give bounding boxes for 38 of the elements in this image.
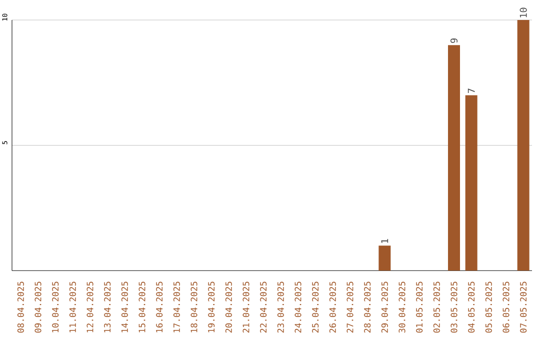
x-tick-label: 12.04.2025	[86, 282, 94, 332]
x-tick-label: 07.05.2025	[520, 282, 527, 333]
x-tick-label: 26.04.2025	[329, 282, 336, 333]
x-tick-label: 25.04.2025	[312, 282, 319, 333]
x-tick-label: 08.04.2025	[17, 282, 24, 333]
x-tick-label: 19.04.2025	[208, 282, 215, 332]
x-tick-label: 14.04.2025	[121, 282, 128, 332]
x-tick-label: 27.04.2025	[346, 282, 354, 333]
data-label: 9	[450, 38, 458, 43]
x-tick-label: 04.05.2025	[468, 282, 475, 333]
data-label: 10	[520, 8, 527, 18]
x-tick-label: 10.04.2025	[52, 282, 59, 332]
bar	[448, 45, 460, 271]
x-tick-label: 28.04.2025	[364, 282, 371, 333]
x-tick-label: 17.04.2025	[173, 282, 180, 332]
data-label: 1	[381, 239, 388, 243]
x-tick-label: 05.05.2025	[485, 282, 492, 333]
x-tick-label: 01.05.2025	[416, 282, 423, 333]
bar	[378, 246, 391, 271]
bar	[465, 95, 478, 271]
x-tick-label: 06.05.2025	[502, 282, 510, 333]
data-label: 7	[468, 88, 475, 93]
x-tick-label: 24.04.2025	[294, 282, 302, 333]
x-tick-label: 02.05.2025	[433, 282, 440, 333]
x-tick-label: 20.04.2025	[225, 282, 232, 333]
x-tick-label: 13.04.2025	[104, 282, 111, 332]
bar	[517, 20, 530, 271]
x-tick-label: 23.04.2025	[277, 282, 284, 333]
x-tick-label: 18.04.2025	[190, 282, 198, 332]
x-tick-label: 03.05.2025	[450, 282, 458, 333]
x-tick-label: 11.04.2025	[69, 282, 76, 332]
x-tick-label: 30.04.2025	[398, 282, 406, 333]
x-tick-label: 16.04.2025	[156, 282, 163, 332]
x-tick-label: 22.04.2025	[260, 282, 267, 333]
x-tick-label: 09.04.2025	[34, 282, 42, 333]
x-tick-label: 21.04.2025	[242, 282, 250, 333]
x-tick-label: 29.04.2025	[381, 282, 388, 333]
x-tick-label: 15.04.2025	[138, 282, 146, 332]
